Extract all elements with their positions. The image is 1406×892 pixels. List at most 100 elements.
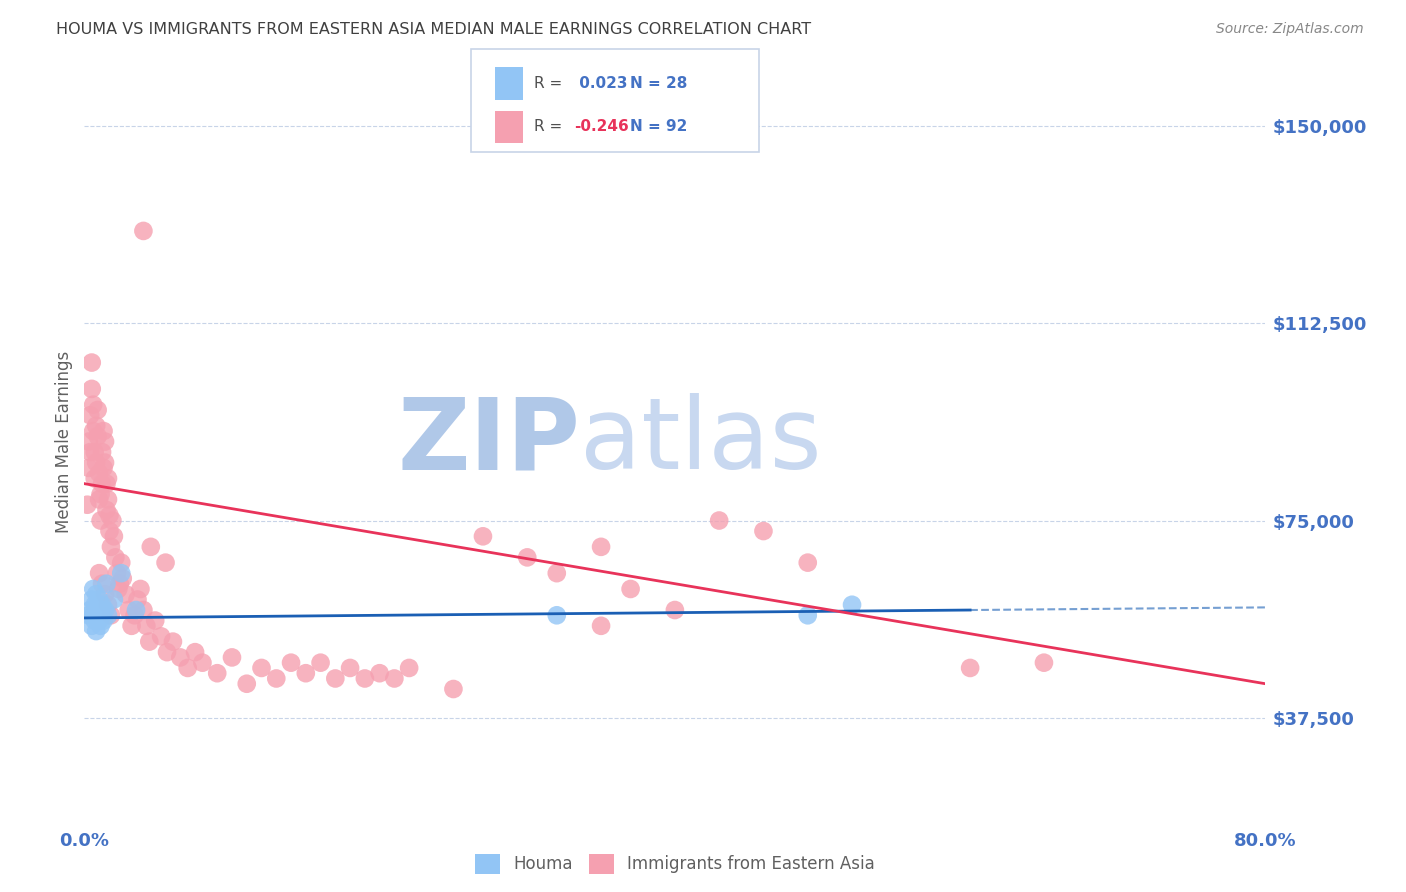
Point <box>546 608 568 623</box>
Point <box>84 418 107 433</box>
Point <box>709 514 731 528</box>
Y-axis label: Median Male Earnings: Median Male Earnings <box>55 351 73 533</box>
Point <box>156 645 179 659</box>
Point <box>472 529 495 543</box>
Point <box>100 540 122 554</box>
Point <box>82 582 104 596</box>
Point <box>382 672 406 686</box>
Point <box>83 598 105 612</box>
Point <box>101 514 124 528</box>
Point <box>354 672 377 686</box>
Point <box>108 576 131 591</box>
Point <box>97 492 120 507</box>
Point <box>80 355 103 369</box>
Text: N = 28: N = 28 <box>630 76 688 91</box>
Point <box>91 576 114 591</box>
Point <box>93 461 115 475</box>
Text: -0.246: -0.246 <box>574 119 628 134</box>
Point <box>114 587 136 601</box>
Point <box>221 650 243 665</box>
Point <box>94 603 117 617</box>
Point <box>79 445 101 459</box>
Point <box>546 566 568 581</box>
Point <box>118 603 141 617</box>
Point <box>752 524 775 538</box>
Point <box>83 471 105 485</box>
Point <box>591 619 613 633</box>
Point <box>79 408 101 422</box>
Point <box>443 681 465 696</box>
Point <box>207 666 229 681</box>
Point <box>90 487 112 501</box>
Point <box>110 566 132 581</box>
Text: HOUMA VS IMMIGRANTS FROM EASTERN ASIA MEDIAN MALE EARNINGS CORRELATION CHART: HOUMA VS IMMIGRANTS FROM EASTERN ASIA ME… <box>56 22 811 37</box>
Point <box>184 645 207 659</box>
Text: 0.023: 0.023 <box>574 76 627 91</box>
Point <box>87 566 111 581</box>
Point <box>155 556 177 570</box>
Point <box>87 466 111 480</box>
Point <box>77 434 100 449</box>
Point <box>620 582 643 596</box>
Point <box>84 587 107 601</box>
Point <box>129 582 152 596</box>
Point <box>104 550 127 565</box>
Point <box>295 666 318 681</box>
Point <box>91 445 114 459</box>
Point <box>150 629 173 643</box>
Point <box>94 587 117 601</box>
Point <box>87 614 111 628</box>
Point <box>91 476 114 491</box>
Point <box>138 634 160 648</box>
Point <box>94 434 117 449</box>
Point <box>96 503 118 517</box>
Point <box>121 619 143 633</box>
Point <box>82 424 104 438</box>
Point <box>77 608 100 623</box>
Point <box>368 666 391 681</box>
Point <box>86 603 108 617</box>
Point <box>325 672 347 686</box>
Point <box>132 224 155 238</box>
Point <box>94 456 117 470</box>
Point <box>93 614 115 628</box>
Text: R =: R = <box>534 119 568 134</box>
Point <box>139 540 162 554</box>
Point <box>86 608 108 623</box>
Point <box>97 598 120 612</box>
Point <box>959 661 981 675</box>
Point <box>103 529 125 543</box>
Point <box>309 656 332 670</box>
Point <box>96 476 118 491</box>
Point <box>96 576 118 591</box>
Point <box>143 614 166 628</box>
Text: atlas: atlas <box>581 393 823 490</box>
Point <box>398 661 420 675</box>
Point <box>90 619 112 633</box>
Point <box>97 608 120 623</box>
Point <box>105 566 128 581</box>
Point <box>91 598 114 612</box>
Point <box>87 492 111 507</box>
Point <box>93 424 115 438</box>
Point <box>162 634 184 648</box>
Point <box>236 677 259 691</box>
Text: ZIP: ZIP <box>398 393 581 490</box>
Point <box>80 619 103 633</box>
Legend: Houma, Immigrants from Eastern Asia: Houma, Immigrants from Eastern Asia <box>468 847 882 880</box>
Point <box>76 498 98 512</box>
Point <box>82 398 104 412</box>
Point <box>82 608 104 623</box>
Text: R =: R = <box>534 76 568 91</box>
Point <box>135 619 157 633</box>
Point <box>98 508 121 523</box>
Point <box>98 524 121 538</box>
Point <box>169 650 191 665</box>
Point <box>84 624 107 639</box>
Point <box>90 514 112 528</box>
Point <box>1033 656 1056 670</box>
Point <box>103 592 125 607</box>
Point <box>86 403 108 417</box>
Point <box>280 656 302 670</box>
Point <box>664 603 686 617</box>
